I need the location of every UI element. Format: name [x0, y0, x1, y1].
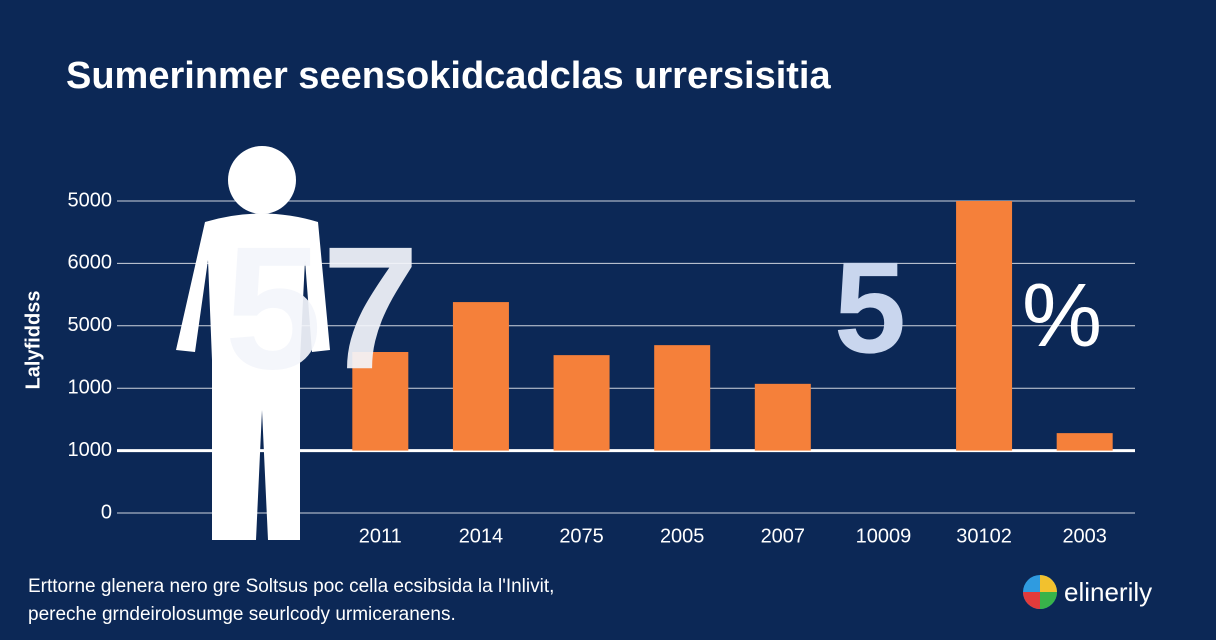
- y-tick-label: 1000: [68, 376, 113, 398]
- annotation: 57: [225, 211, 420, 406]
- bar: [654, 345, 711, 451]
- x-tick-label: 2003: [1062, 525, 1107, 547]
- logo: elinerily: [1064, 577, 1152, 607]
- y-axis-label: Lalyfiddss: [22, 291, 44, 390]
- bar: [754, 383, 811, 451]
- bar: [956, 201, 1013, 451]
- logo-icon: [1023, 575, 1057, 609]
- bar: [1056, 433, 1113, 451]
- x-tick-label: 2075: [559, 525, 604, 547]
- bar: [352, 352, 409, 451]
- plot: 0 1000 1000 5000 6000 5000 2011 2014 2075 2005 200…: [68, 189, 1135, 547]
- chart-title: Sumerinmer seensokidcadclas urrersisitia: [66, 55, 831, 97]
- footnote: Erttorne glenera nero gre Soltsus poc ce…: [28, 576, 554, 597]
- y-tick-label: 6000: [68, 252, 113, 274]
- x-tick-label: 30102: [956, 525, 1012, 547]
- person-icon: [176, 146, 330, 540]
- x-tick-label: 2005: [660, 525, 705, 547]
- y-tick-label: 5000: [68, 314, 113, 336]
- footnote: pereche grndeirolosumge seurlcody urmice…: [28, 604, 456, 625]
- y-tick-label: 0: [101, 501, 112, 523]
- bar: [452, 302, 509, 451]
- annotation: %: [1022, 266, 1102, 366]
- x-tick-label: 2011: [359, 525, 402, 547]
- annotation: 5: [834, 234, 906, 380]
- x-tick-label: 2014: [459, 525, 504, 547]
- x-tick-label: 10009: [856, 525, 912, 547]
- y-tick-label: 1000: [68, 439, 113, 461]
- y-tick-label: 5000: [68, 189, 113, 211]
- bar: [553, 355, 610, 451]
- x-tick-label: 2007: [761, 525, 806, 547]
